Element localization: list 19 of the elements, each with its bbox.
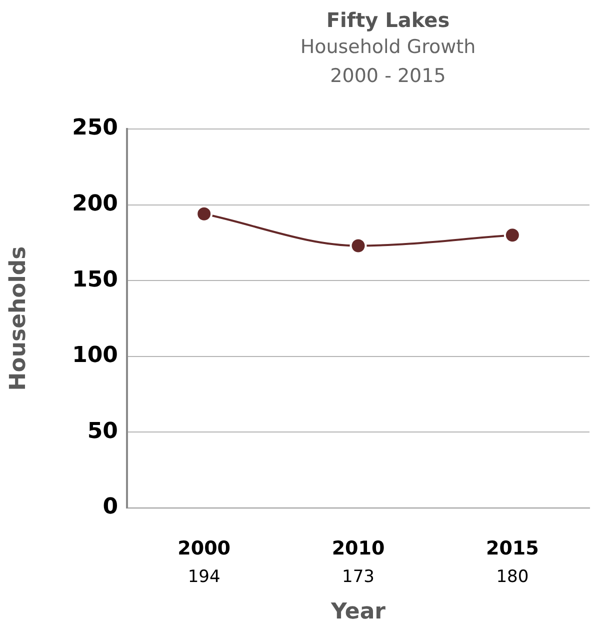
- chart-title: Fifty Lakes: [325, 7, 451, 33]
- x-tick-label: 2015: [486, 537, 539, 560]
- point: [504, 226, 521, 244]
- data-label: 180: [496, 567, 529, 587]
- data-label: 173: [342, 567, 374, 587]
- y-tick-label: 0: [102, 494, 118, 520]
- x-tick-label: 2000: [178, 537, 231, 560]
- y-tick-label: 50: [87, 418, 118, 444]
- chart-subtitle: Household Growth 2000 - 2015: [299, 35, 477, 89]
- point: [350, 237, 367, 254]
- y-tick-label: 200: [72, 192, 118, 217]
- y-tick-label: 100: [72, 343, 118, 368]
- point: [196, 205, 213, 222]
- y-axis-title: Households: [6, 246, 31, 391]
- data-label: 194: [188, 567, 220, 587]
- y-tick-label: 150: [72, 267, 118, 292]
- x-tick-label: 2010: [332, 537, 385, 560]
- x-axis-title: Year: [330, 600, 386, 625]
- y-tick-label: 250: [72, 116, 118, 141]
